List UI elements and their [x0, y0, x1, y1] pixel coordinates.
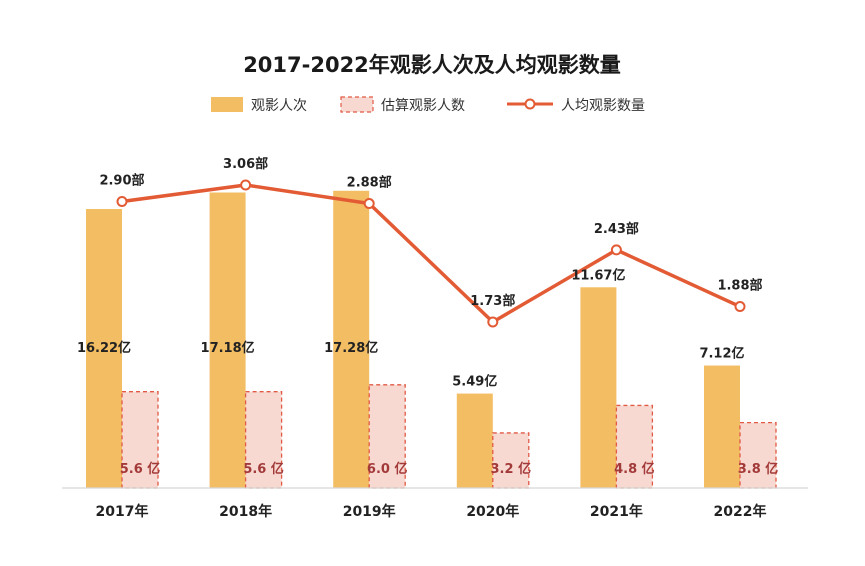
bar-estimated-2 [368, 384, 406, 489]
legend-marker-per-capita [524, 98, 536, 110]
bar-attendance-3 [456, 393, 493, 488]
label-per-capita-1: 3.06部 [223, 156, 268, 172]
legend-label-estimated-viewers: 估算观影人数 [381, 98, 465, 114]
point-per-capita-5 [734, 301, 746, 313]
legend-item-per-capita: 人均观影数量 [507, 98, 645, 114]
bar-attendance-0 [86, 209, 122, 489]
label-per-capita-2: 2.88部 [347, 175, 392, 191]
label-attendance-1: 17.18亿 [201, 340, 255, 356]
point-per-capita-3 [487, 316, 499, 328]
bar-estimated-5 [739, 421, 777, 489]
label-per-capita-0: 2.90部 [99, 172, 144, 188]
label-per-capita-3: 1.73部 [470, 293, 515, 309]
label-estimated-3: 3.2 亿 [491, 461, 532, 477]
legend-label-per-capita: 人均观影数量 [561, 98, 645, 114]
legend-swatch-estimated-viewers [340, 96, 374, 113]
label-estimated-2: 6.0 亿 [367, 461, 408, 477]
label-estimated-4: 4.8 亿 [614, 461, 655, 477]
x-tick-label-5: 2022年 [714, 503, 767, 520]
bar-estimated-0 [121, 391, 159, 489]
bar-attendance-5 [704, 365, 740, 488]
label-attendance-0: 16.22亿 [77, 340, 131, 356]
point-per-capita-1 [240, 179, 252, 191]
point-per-capita-2 [363, 198, 375, 210]
bar-estimated-3 [492, 432, 530, 489]
x-tick-label-4: 2021年 [590, 503, 643, 520]
label-attendance-5: 7.12亿 [699, 346, 744, 362]
label-per-capita-4: 2.43部 [594, 221, 639, 237]
point-per-capita-0 [116, 195, 128, 207]
x-tick-label-0: 2017年 [96, 503, 149, 520]
x-tick-label-3: 2020年 [466, 503, 519, 520]
legend-item-estimated-viewers: 估算观影人数 [340, 96, 465, 114]
bar-attendance-1 [209, 192, 246, 488]
legend-swatch-attendance [211, 97, 243, 112]
legend-label-attendance: 观影人次 [251, 98, 307, 114]
x-tick-label-2: 2019年 [343, 503, 396, 520]
point-per-capita-4 [610, 244, 622, 256]
label-attendance-2: 17.28亿 [324, 340, 378, 356]
label-attendance-3: 5.49亿 [452, 374, 497, 390]
plot-area: 2017年 2018年 2019年 2020年 2021年 2022年 2.90部 3.06部… [62, 156, 808, 520]
label-attendance-4: 11.67亿 [571, 267, 625, 283]
bar-attendance-2 [333, 190, 370, 488]
label-per-capita-5: 1.88部 [717, 278, 762, 294]
label-estimated-5: 3.8 亿 [738, 461, 779, 477]
bar-estimated-1 [244, 391, 283, 489]
bar-attendance-4 [580, 287, 617, 488]
legend-item-attendance: 观影人次 [211, 97, 307, 114]
chart-title: 2017-2022年观影人次及人均观影数量 [243, 53, 621, 77]
x-tick-label-1: 2018年 [219, 503, 272, 520]
legend: 观影人次 估算观影人数 人均观影数量 [211, 96, 645, 114]
line-per-capita [121, 183, 741, 324]
label-estimated-1: 5.6 亿 [243, 461, 284, 477]
label-estimated-0: 5.6 亿 [120, 461, 161, 477]
